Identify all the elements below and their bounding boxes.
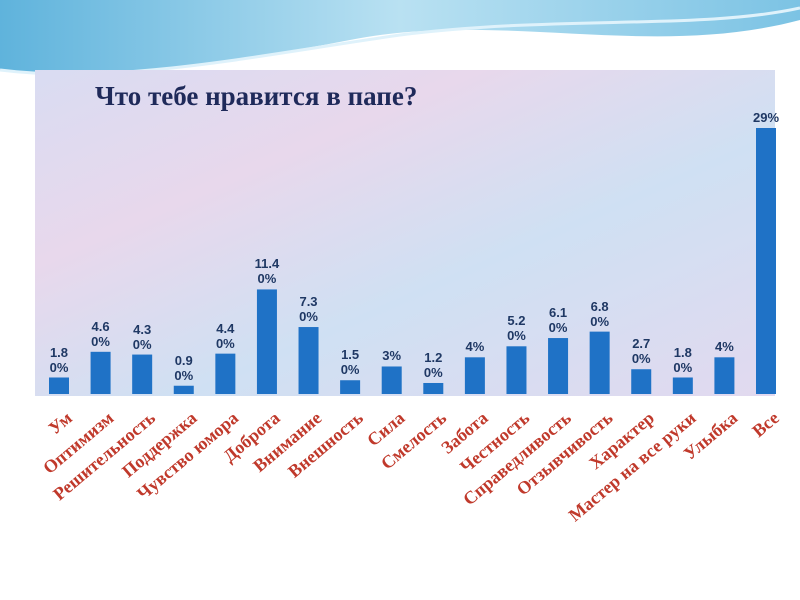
value-label: 6.80% (590, 298, 610, 329)
chart-title: Что тебе нравится в папе? (95, 81, 417, 111)
value-label: 3% (382, 348, 402, 364)
value-label: 4% (715, 339, 734, 355)
bar (49, 377, 69, 394)
bar (464, 357, 485, 394)
bar (90, 351, 111, 394)
value-label: 1.20% (423, 350, 443, 380)
value-label: 2.70% (631, 336, 651, 367)
value-label: 11.40% (254, 256, 280, 287)
bar (672, 377, 693, 394)
bar (423, 382, 444, 394)
value-label: 29% (752, 110, 780, 125)
bar (548, 338, 569, 394)
value-label: 7.30% (299, 294, 318, 325)
bar (256, 289, 277, 394)
value-label: 6.10% (548, 305, 568, 336)
top-wave (0, 0, 800, 74)
value-label: 4.30% (132, 321, 152, 352)
value-label: 1.80% (673, 344, 693, 375)
bar (298, 327, 319, 394)
value-label: 0.90% (174, 352, 194, 383)
value-label: 4.60% (91, 318, 110, 349)
bar (506, 346, 527, 394)
bar (215, 353, 236, 394)
bar (381, 366, 402, 394)
value-label: 4% (465, 339, 485, 355)
bar (756, 128, 776, 394)
x-tick-label: Все (748, 408, 782, 441)
bar (132, 354, 153, 394)
bar (173, 385, 194, 394)
bar (340, 380, 361, 394)
bar (589, 331, 610, 394)
value-label: 1.50% (340, 347, 360, 378)
value-label: 5.20% (507, 313, 526, 344)
bar (631, 369, 652, 394)
value-label: 4.40% (215, 320, 235, 351)
x-tick-label: Ум (45, 408, 76, 439)
value-label: 1.80% (49, 344, 69, 375)
plot-background (35, 70, 775, 396)
bar (714, 357, 735, 394)
